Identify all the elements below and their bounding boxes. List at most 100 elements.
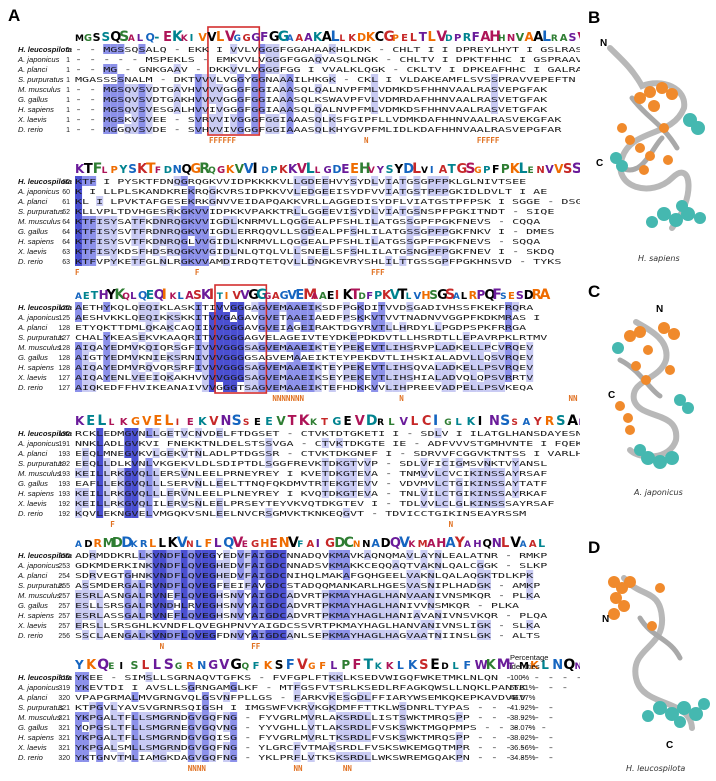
conservation-cell [187,732,195,742]
species-name: A. japonicus [17,55,60,64]
logo-letter: V [177,535,188,551]
logo-letter: L [411,414,419,428]
conservation-cell [476,468,484,478]
conservation-cell [251,302,259,312]
logo-letter: T [508,662,515,672]
conservation-cell [208,74,216,84]
sequence-row: SSCLAENGALKVNDFLQVEGFDNVYAIGDCANLSEPKMAY… [75,631,540,640]
logo-letter: R [463,31,472,44]
conservation-cell [180,488,188,498]
conservation-cell [110,64,118,74]
conservation-cell [194,600,202,610]
logo-letter: L [158,536,166,550]
conservation-cell [448,382,456,392]
logo-letter: V [240,288,250,302]
conservation-cell [279,580,287,590]
conservation-cell [265,550,273,560]
conservation-cell [82,352,90,362]
conservation-cell [441,342,449,352]
conservation-cell [194,74,202,84]
conservation-cell [124,438,132,448]
conservation-cell [117,468,125,478]
conservation-cell [258,104,266,114]
species-name: A. planci [17,323,47,332]
conservation-cell [223,372,231,382]
conservation-cell [166,372,174,382]
conservation-cell [201,702,209,712]
conservation-cell [145,104,153,114]
conservation-cell [406,236,414,246]
logo-letter: I [225,291,229,302]
conservation-cell [145,312,153,322]
conservation-cell [103,216,111,226]
conservation-cell [173,570,181,580]
conservation-cell [208,352,216,362]
conservation-cell [96,722,104,732]
conservation-cell [300,302,308,312]
conservation-cell [364,732,372,742]
conservation-cell [208,372,216,382]
conservation-cell [279,610,287,620]
conservation-cell [349,468,357,478]
conservation-cell [258,322,266,332]
conservation-cell [434,630,442,640]
conservation-cell [138,468,146,478]
conservation-cell [124,498,132,508]
conservation-cell [216,104,224,114]
conservation-cell [103,352,111,362]
sequence-row: KEILLRKGVQLILERVSNLEELPRSEYTEYVKVQTDKGTE… [75,499,554,508]
conservation-cell [166,352,174,362]
motif-box [207,26,261,136]
conservation-cell [505,322,513,332]
conservation-cell [208,322,216,332]
residue-start: 193 [58,471,70,478]
conservation-cell [230,630,238,640]
conservation-cell [75,206,83,216]
conservation-cell [159,600,167,610]
logo-letter: A [75,292,82,302]
conservation-cell [187,590,195,600]
species-name: S. purpuratus [18,581,64,590]
conservation-cell [89,382,97,392]
residue-start: 127 [58,385,70,392]
conservation-cell [216,312,224,322]
logo-letter: K [299,413,311,429]
conservation-cell [96,752,104,762]
conservation-cell [321,206,329,216]
conservation-cell [476,342,484,352]
conservation-cell [187,630,195,640]
logo-letter: L [428,30,436,45]
conservation-cell [159,236,167,246]
residue-start: 257 [58,623,70,630]
conservation-cell [237,570,245,580]
conservation-cell [131,630,139,640]
conservation-cell [427,570,435,580]
conservation-cell [406,342,414,352]
logo-letter: Q [97,657,109,673]
conservation-cell [131,216,139,226]
logo-letter: T [398,287,408,303]
conservation-cell [166,550,174,560]
conservation-cell [314,124,322,134]
conservation-cell [223,580,231,590]
conservation-cell [378,630,386,640]
conservation-cell [237,610,245,620]
logo-letter: V [232,535,243,551]
conservation-cell [223,712,231,722]
residue-start: 64 [62,239,70,246]
motif-box [214,284,268,394]
sequence-row: - - MGSQVSVDTGAKHVVVVGGGFGGIAAASQLKSWAVP… [75,95,548,104]
conservation-cell [223,692,231,702]
logo-letter: N [186,540,194,550]
conservation-cell [251,550,259,560]
conservation-cell [328,550,336,560]
logo-letter: A [453,292,460,302]
conservation-cell [349,206,357,216]
conservation-cell [131,362,139,372]
logo-letter: A [295,33,303,44]
conservation-cell [279,362,287,372]
conservation-cell [406,362,414,372]
conservation-cell [342,362,350,372]
conservation-cell [512,352,520,362]
conservation-cell [138,488,146,498]
